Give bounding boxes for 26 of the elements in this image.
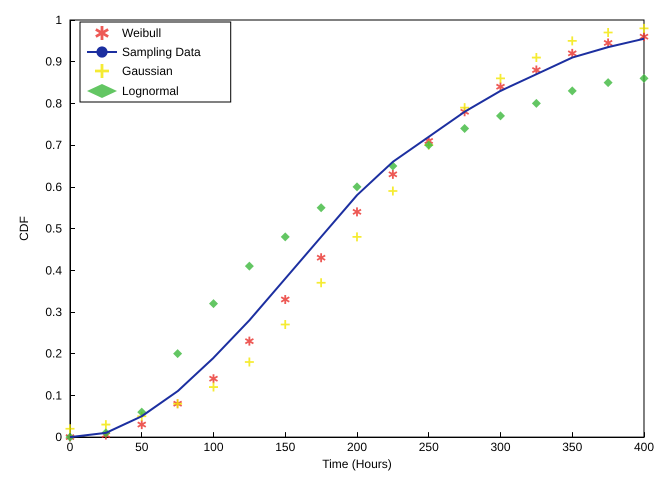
y-tick-label: 0.4	[45, 263, 62, 278]
legend-label: Gaussian	[122, 64, 173, 78]
x-tick-label: 350	[562, 440, 583, 454]
x-tick-label: 400	[634, 440, 654, 454]
y-tick-label: 0.7	[45, 138, 62, 152]
x-tick-label: 200	[346, 440, 368, 454]
y-tick-label: 0.2	[45, 346, 62, 361]
y-tick-label: 1	[55, 13, 62, 27]
x-tick-label: 300	[490, 440, 511, 454]
legend-label: Lognormal	[122, 84, 179, 98]
legend-label: Weibull	[122, 26, 162, 40]
x-tick-label: 0	[66, 440, 74, 454]
y-tick-label: 0.1	[45, 388, 62, 402]
y-tick-label: 0.9	[45, 54, 62, 69]
x-tick-label: 250	[418, 440, 440, 454]
y-tick-label: 0.6	[45, 180, 62, 194]
y-tick-label: 0.5	[45, 222, 62, 236]
x-tick-label: 100	[203, 440, 224, 454]
x-axis-title: Time (Hours)	[322, 457, 392, 471]
y-tick-label: 0.3	[45, 304, 62, 319]
legend-label: Sampling Data	[122, 45, 202, 59]
x-tick-label: 150	[275, 440, 296, 454]
x-tick-label: 50	[135, 440, 149, 454]
y-tick-label: 0.8	[45, 96, 62, 110]
y-axis-title: CDF	[17, 216, 31, 241]
y-tick-label: 0	[55, 430, 62, 444]
